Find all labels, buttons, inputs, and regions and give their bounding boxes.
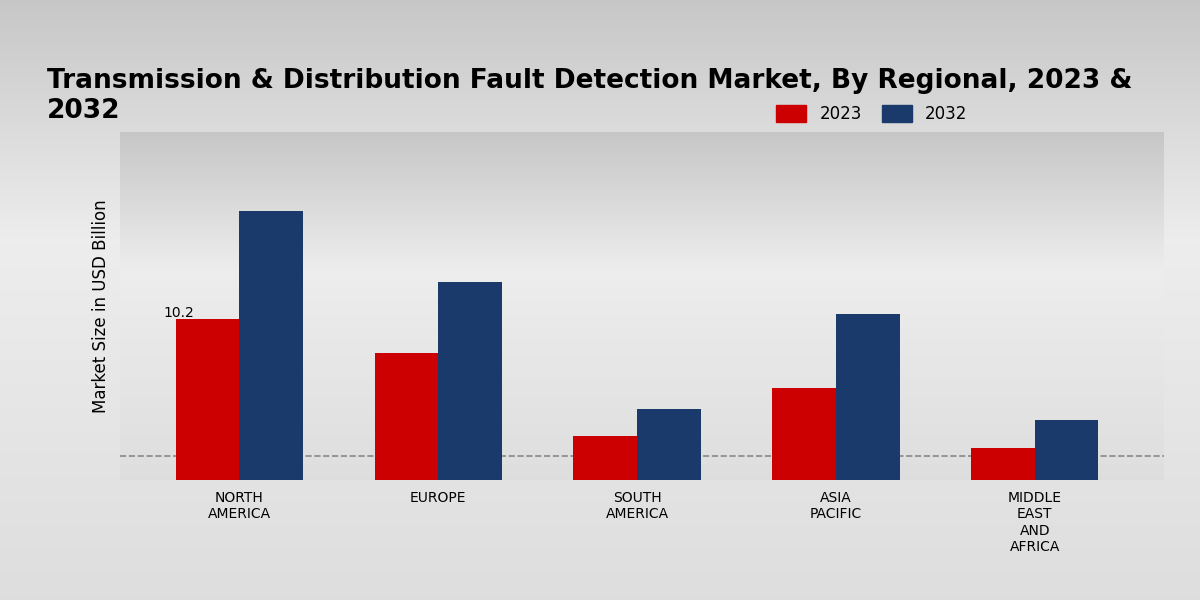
- Bar: [239, 211, 302, 480]
- Text: Transmission & Distribution Fault Detection Market, By Regional, 2023 &
2032: Transmission & Distribution Fault Detect…: [47, 68, 1133, 124]
- Bar: [1034, 420, 1098, 480]
- Y-axis label: Market Size in USD Billion: Market Size in USD Billion: [91, 199, 109, 413]
- Bar: [175, 319, 239, 480]
- Legend: 2023, 2032: 2023, 2032: [769, 98, 974, 130]
- Bar: [438, 282, 502, 480]
- Bar: [574, 436, 637, 480]
- Bar: [773, 388, 836, 480]
- Text: 10.2: 10.2: [163, 306, 194, 320]
- Bar: [374, 353, 438, 480]
- Bar: [971, 448, 1034, 480]
- Bar: [836, 314, 900, 480]
- Bar: [637, 409, 701, 480]
